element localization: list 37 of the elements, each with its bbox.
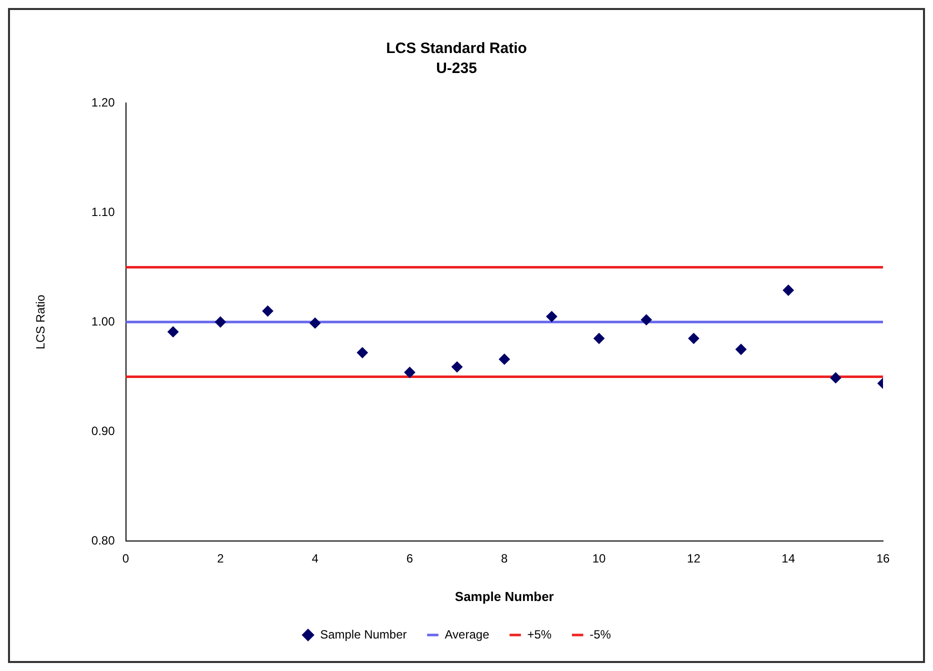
x-tick-label: 16 — [876, 552, 890, 566]
x-tick-label: 0 — [122, 552, 130, 566]
legend-label: Sample Number — [320, 627, 407, 642]
point — [168, 326, 179, 338]
point — [214, 316, 226, 328]
point — [736, 344, 747, 355]
point — [782, 284, 794, 296]
point — [262, 306, 274, 317]
y-tick-label: 0.90 — [91, 424, 116, 438]
point — [688, 332, 700, 344]
point — [498, 354, 510, 365]
y-tick-label: 1.20 — [91, 95, 116, 110]
legend-label: +5% — [527, 627, 552, 642]
point — [830, 372, 842, 384]
point — [404, 366, 416, 378]
chart-title: LCS Standard Ratio — [386, 40, 527, 58]
point — [594, 332, 605, 344]
legend-label: -5% — [590, 627, 612, 642]
x-axis-title: Sample Number — [454, 588, 554, 604]
x-tick-label: 12 — [687, 552, 701, 566]
x-tick-label: 2 — [217, 552, 224, 566]
point — [546, 311, 558, 322]
x-tick-label: 4 — [312, 552, 319, 566]
x-tick-label: 14 — [782, 552, 796, 566]
y-tick-label: 1.00 — [91, 314, 116, 328]
point — [356, 347, 368, 358]
point — [640, 314, 652, 326]
x-tick-label: 8 — [501, 552, 508, 566]
y-tick-label: 1.10 — [91, 204, 116, 219]
y-axis-title: LCS Ratio — [34, 294, 48, 350]
x-tick-label: 6 — [406, 552, 414, 566]
legend-label: Average — [444, 627, 490, 642]
y-tick-label: 0.80 — [91, 533, 116, 548]
x-tick-label: 10 — [592, 552, 606, 566]
chart-subtitle: U-235 — [436, 60, 477, 78]
point — [452, 361, 463, 372]
point — [310, 318, 321, 329]
